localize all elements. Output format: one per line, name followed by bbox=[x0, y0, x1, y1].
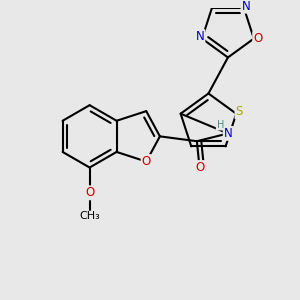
Text: CH₃: CH₃ bbox=[79, 211, 100, 221]
Text: O: O bbox=[253, 32, 262, 45]
Text: N: N bbox=[242, 0, 250, 13]
Text: N: N bbox=[224, 127, 233, 140]
Text: O: O bbox=[85, 186, 94, 199]
Text: H: H bbox=[217, 120, 224, 130]
Text: S: S bbox=[236, 105, 243, 118]
Text: N: N bbox=[196, 30, 204, 43]
Text: O: O bbox=[142, 155, 151, 168]
Text: O: O bbox=[195, 161, 204, 174]
